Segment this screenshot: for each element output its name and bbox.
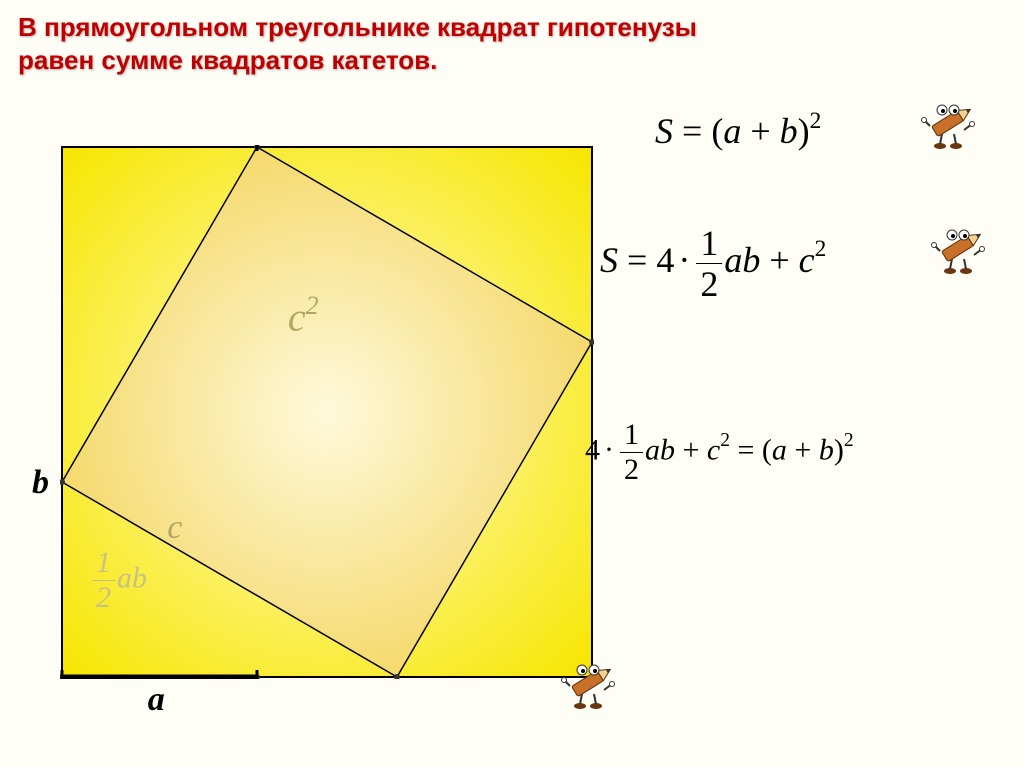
slide-stage: В прямоугольном треугольнике квадрат гип… xyxy=(0,0,1024,767)
formula-4halfab-plus-csq-eq-aplusb-sq: 4·12ab + c2 = (a + b)2 xyxy=(585,420,854,485)
label-c-squared: c2 xyxy=(288,293,319,340)
pencil-icon xyxy=(920,100,980,150)
label-half-ab: 12ab xyxy=(90,548,147,613)
formula-s-equals-aplusb-sq: S = (a + b)2 xyxy=(655,110,821,152)
label-b: b xyxy=(32,464,49,502)
label-c: c xyxy=(167,509,182,547)
theorem-title-line2: равен сумме квадратов катетов. xyxy=(18,45,437,76)
theorem-title-line1: В прямоугольном треугольнике квадрат гип… xyxy=(18,12,697,43)
formula-s-equals-4halfab-plus-csq: S = 4·12ab + c2 xyxy=(600,225,826,302)
pencil-icon xyxy=(560,660,620,710)
label-a: a xyxy=(148,681,165,719)
pencil-icon xyxy=(930,225,990,275)
